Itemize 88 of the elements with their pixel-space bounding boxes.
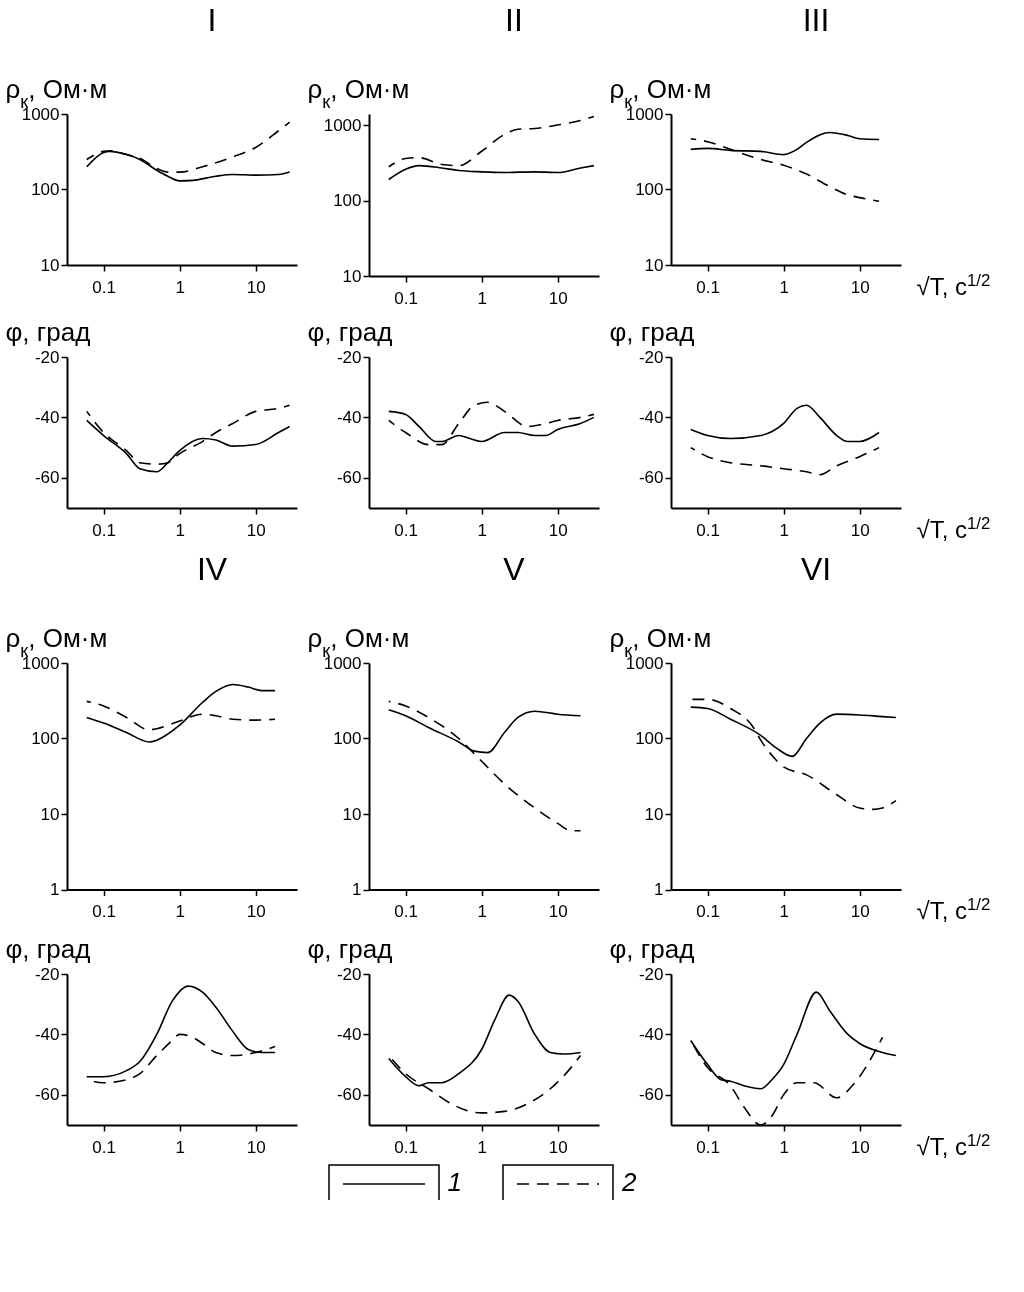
x-tick-label: 0.1 xyxy=(92,1137,116,1157)
x-tick-label: 0.1 xyxy=(92,902,116,921)
x-tick-label: 10 xyxy=(850,520,870,540)
y-axis-title: φ, град xyxy=(609,933,695,964)
x-tick-label: 0.1 xyxy=(394,520,418,540)
y-tick-label: 1 xyxy=(50,880,60,899)
y-tick-label: -60 xyxy=(34,1085,60,1105)
y-tick-label: 1 xyxy=(654,880,664,899)
y-tick-label: 100 xyxy=(635,729,664,748)
x-tick-label: 10 xyxy=(246,902,266,921)
x-tick-label: 1 xyxy=(779,902,789,921)
y-tick-label: 10 xyxy=(644,804,664,824)
y-tick-label: -60 xyxy=(34,468,60,488)
y-tick-label: -40 xyxy=(34,407,60,427)
y-tick-label: -20 xyxy=(638,347,664,367)
legend-label: 2 xyxy=(622,1166,637,1198)
chart-title: V xyxy=(503,551,526,587)
y-tick-label: 100 xyxy=(31,180,60,199)
y-tick-label: -40 xyxy=(34,1024,60,1044)
x-tick-label: 1 xyxy=(175,520,185,540)
chart-title: VI xyxy=(800,551,832,587)
x-tick-label: 0.1 xyxy=(394,902,418,921)
x-axis-title: √T, с$^{1/2}$ xyxy=(916,1130,991,1160)
x-tick-label: 1 xyxy=(175,1137,185,1157)
x-tick-label: 10 xyxy=(246,277,266,297)
y-tick-label: 10 xyxy=(40,255,60,275)
x-tick-label: 1 xyxy=(779,277,789,297)
y-tick-label: 10 xyxy=(40,804,60,824)
y-tick-label: -40 xyxy=(638,407,664,427)
y-tick-label: -20 xyxy=(336,964,362,984)
x-tick-label: 0.1 xyxy=(394,288,418,308)
y-tick-label: 100 xyxy=(31,729,60,748)
x-axis-title: √T, с$^{1/2}$ xyxy=(916,513,991,543)
y-tick-label: -60 xyxy=(638,1085,664,1105)
x-tick-label: 1 xyxy=(175,277,185,297)
chart-title: III xyxy=(802,2,830,38)
y-axis-title: φ, град xyxy=(307,316,393,347)
x-tick-label: 1 xyxy=(175,902,185,921)
x-tick-label: 10 xyxy=(246,520,266,540)
y-tick-label: 100 xyxy=(333,729,362,748)
x-tick-label: 10 xyxy=(548,288,568,308)
y-tick-label: -40 xyxy=(336,407,362,427)
x-tick-label: 10 xyxy=(548,520,568,540)
x-tick-label: 1 xyxy=(779,520,789,540)
y-tick-label: 100 xyxy=(635,180,664,199)
y-tick-label: 10 xyxy=(644,255,664,275)
y-axis-title: φ, град xyxy=(5,316,91,347)
y-tick-label: -20 xyxy=(638,964,664,984)
x-tick-label: 1 xyxy=(477,902,487,921)
chart-title: I xyxy=(207,2,217,38)
y-tick-label: -20 xyxy=(34,347,60,367)
x-tick-label: 0.1 xyxy=(92,277,116,297)
y-tick-label: 10 xyxy=(342,804,362,824)
y-tick-label: 1 xyxy=(352,880,362,899)
x-tick-label: 0.1 xyxy=(696,277,720,297)
y-axis-title: φ, град xyxy=(5,933,91,964)
x-tick-label: 0.1 xyxy=(696,520,720,540)
x-tick-label: 0.1 xyxy=(394,1137,418,1157)
x-tick-label: 10 xyxy=(850,277,870,297)
y-tick-label: -40 xyxy=(638,1024,664,1044)
x-tick-label: 1 xyxy=(477,1137,487,1157)
y-tick-label: 1000 xyxy=(323,115,362,135)
y-tick-label: -60 xyxy=(336,468,362,488)
y-tick-label: 100 xyxy=(333,191,362,211)
x-tick-label: 1 xyxy=(477,520,487,540)
y-tick-label: -60 xyxy=(336,1085,362,1105)
x-tick-label: 10 xyxy=(548,1137,568,1157)
x-tick-label: 0.1 xyxy=(696,902,720,921)
x-axis-title: √T, с$^{1/2}$ xyxy=(916,270,991,300)
chart-title: II xyxy=(505,2,523,38)
legend-label: 1 xyxy=(447,1166,462,1198)
y-axis-title: φ, град xyxy=(307,933,393,964)
y-axis-title: φ, град xyxy=(609,316,695,347)
x-tick-label: 0.1 xyxy=(696,1137,720,1157)
x-tick-label: 0.1 xyxy=(92,520,116,540)
chart-title: IV xyxy=(196,551,228,587)
x-tick-label: 10 xyxy=(548,902,568,921)
x-tick-label: 10 xyxy=(246,1137,266,1157)
y-axis-title: ρ$_{к}$, Ом·м xyxy=(307,73,410,112)
x-axis-title: √T, с$^{1/2}$ xyxy=(916,894,991,924)
y-tick-label: -40 xyxy=(336,1024,362,1044)
y-tick-label: -20 xyxy=(34,964,60,984)
y-tick-label: -20 xyxy=(336,347,362,367)
x-tick-label: 10 xyxy=(850,902,870,921)
x-tick-label: 1 xyxy=(477,288,487,308)
y-tick-label: -60 xyxy=(638,468,664,488)
x-tick-label: 10 xyxy=(850,1137,870,1157)
x-tick-label: 1 xyxy=(779,1137,789,1157)
